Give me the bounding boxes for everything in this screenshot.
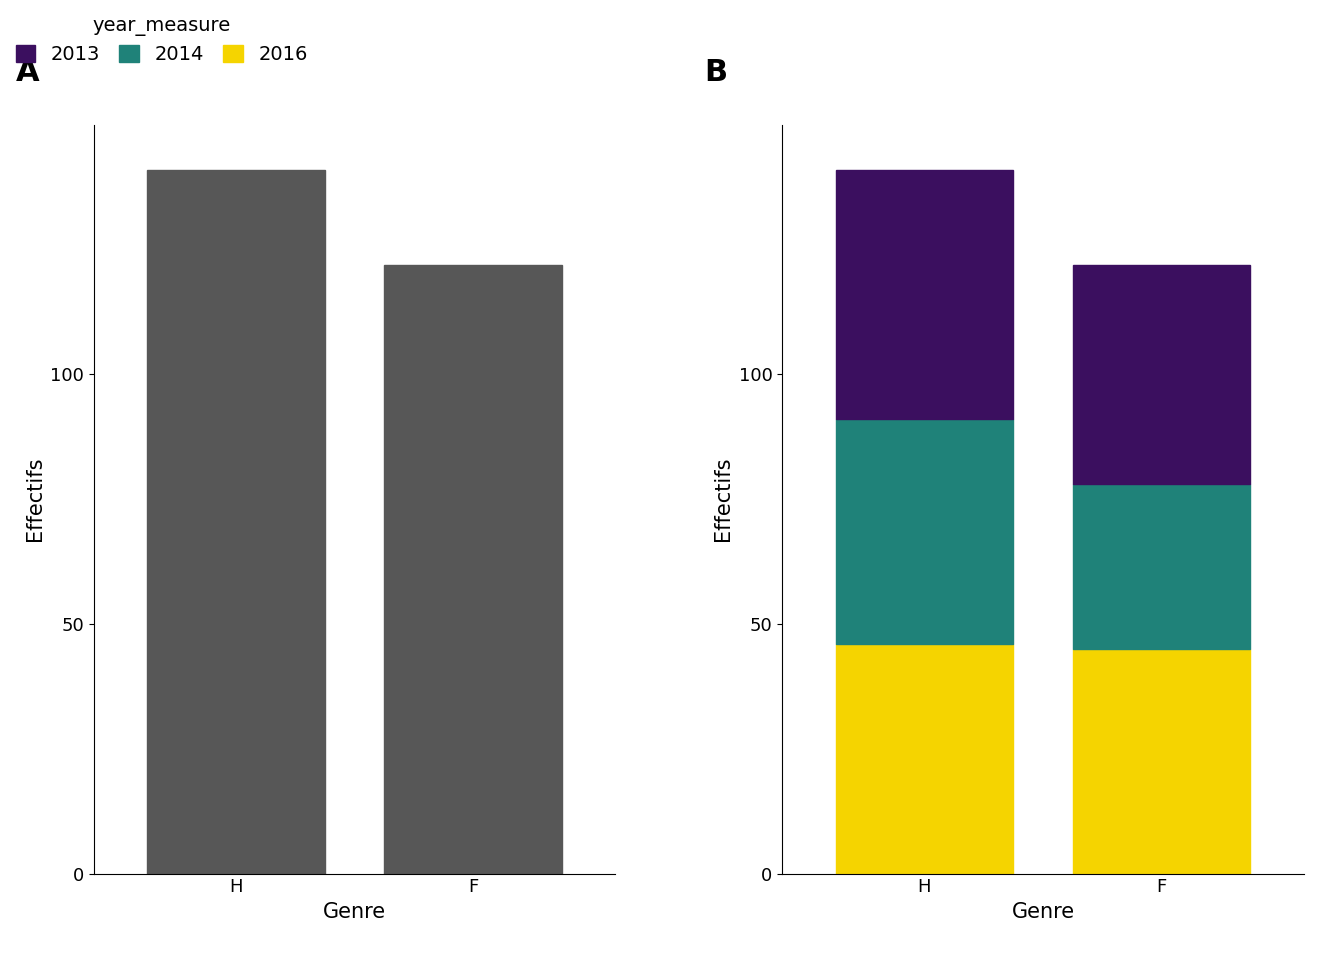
Y-axis label: Effectifs: Effectifs	[714, 457, 732, 541]
X-axis label: Genre: Genre	[323, 902, 386, 922]
Legend: 2013, 2014, 2016: 2013, 2014, 2016	[9, 10, 313, 70]
Bar	[836, 170, 1013, 420]
Bar	[1073, 265, 1250, 484]
Bar	[1073, 649, 1250, 874]
Bar	[1073, 484, 1250, 649]
Bar	[384, 265, 562, 874]
Y-axis label: Effectifs: Effectifs	[26, 457, 44, 541]
X-axis label: Genre: Genre	[1012, 902, 1075, 922]
Text: A: A	[16, 59, 39, 87]
Bar	[148, 170, 325, 874]
Bar	[836, 644, 1013, 874]
Text: B: B	[704, 59, 727, 87]
Bar	[836, 420, 1013, 644]
